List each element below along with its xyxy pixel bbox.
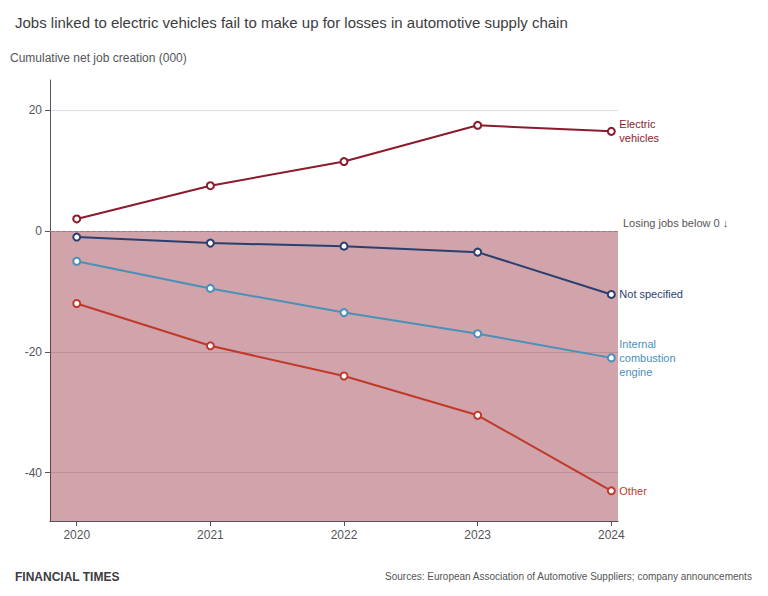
svg-text:0: 0 <box>35 224 42 238</box>
svg-text:-40: -40 <box>25 466 43 480</box>
svg-text:Internal: Internal <box>619 338 656 350</box>
svg-text:combustion: combustion <box>619 352 675 364</box>
svg-text:Not specified: Not specified <box>619 288 683 300</box>
svg-text:Jobs linked to electric vehicl: Jobs linked to electric vehicles fail to… <box>15 14 568 31</box>
svg-text:Other: Other <box>619 485 647 497</box>
svg-text:Losing jobs below 0 ↓: Losing jobs below 0 ↓ <box>623 217 728 229</box>
svg-text:2022: 2022 <box>331 528 358 542</box>
svg-text:20: 20 <box>29 103 43 117</box>
svg-text:Sources: European Association: Sources: European Association of Automot… <box>385 571 752 582</box>
svg-text:2024: 2024 <box>598 528 625 542</box>
svg-text:2021: 2021 <box>197 528 224 542</box>
svg-text:-20: -20 <box>25 345 43 359</box>
svg-text:2020: 2020 <box>63 528 90 542</box>
svg-text:FINANCIAL TIMES: FINANCIAL TIMES <box>15 570 119 584</box>
svg-text:engine: engine <box>619 366 652 378</box>
svg-text:Cumulative net job creation (0: Cumulative net job creation (000) <box>10 51 187 65</box>
svg-text:Electric: Electric <box>619 118 656 130</box>
svg-text:vehicles: vehicles <box>619 132 659 144</box>
svg-text:2023: 2023 <box>464 528 491 542</box>
